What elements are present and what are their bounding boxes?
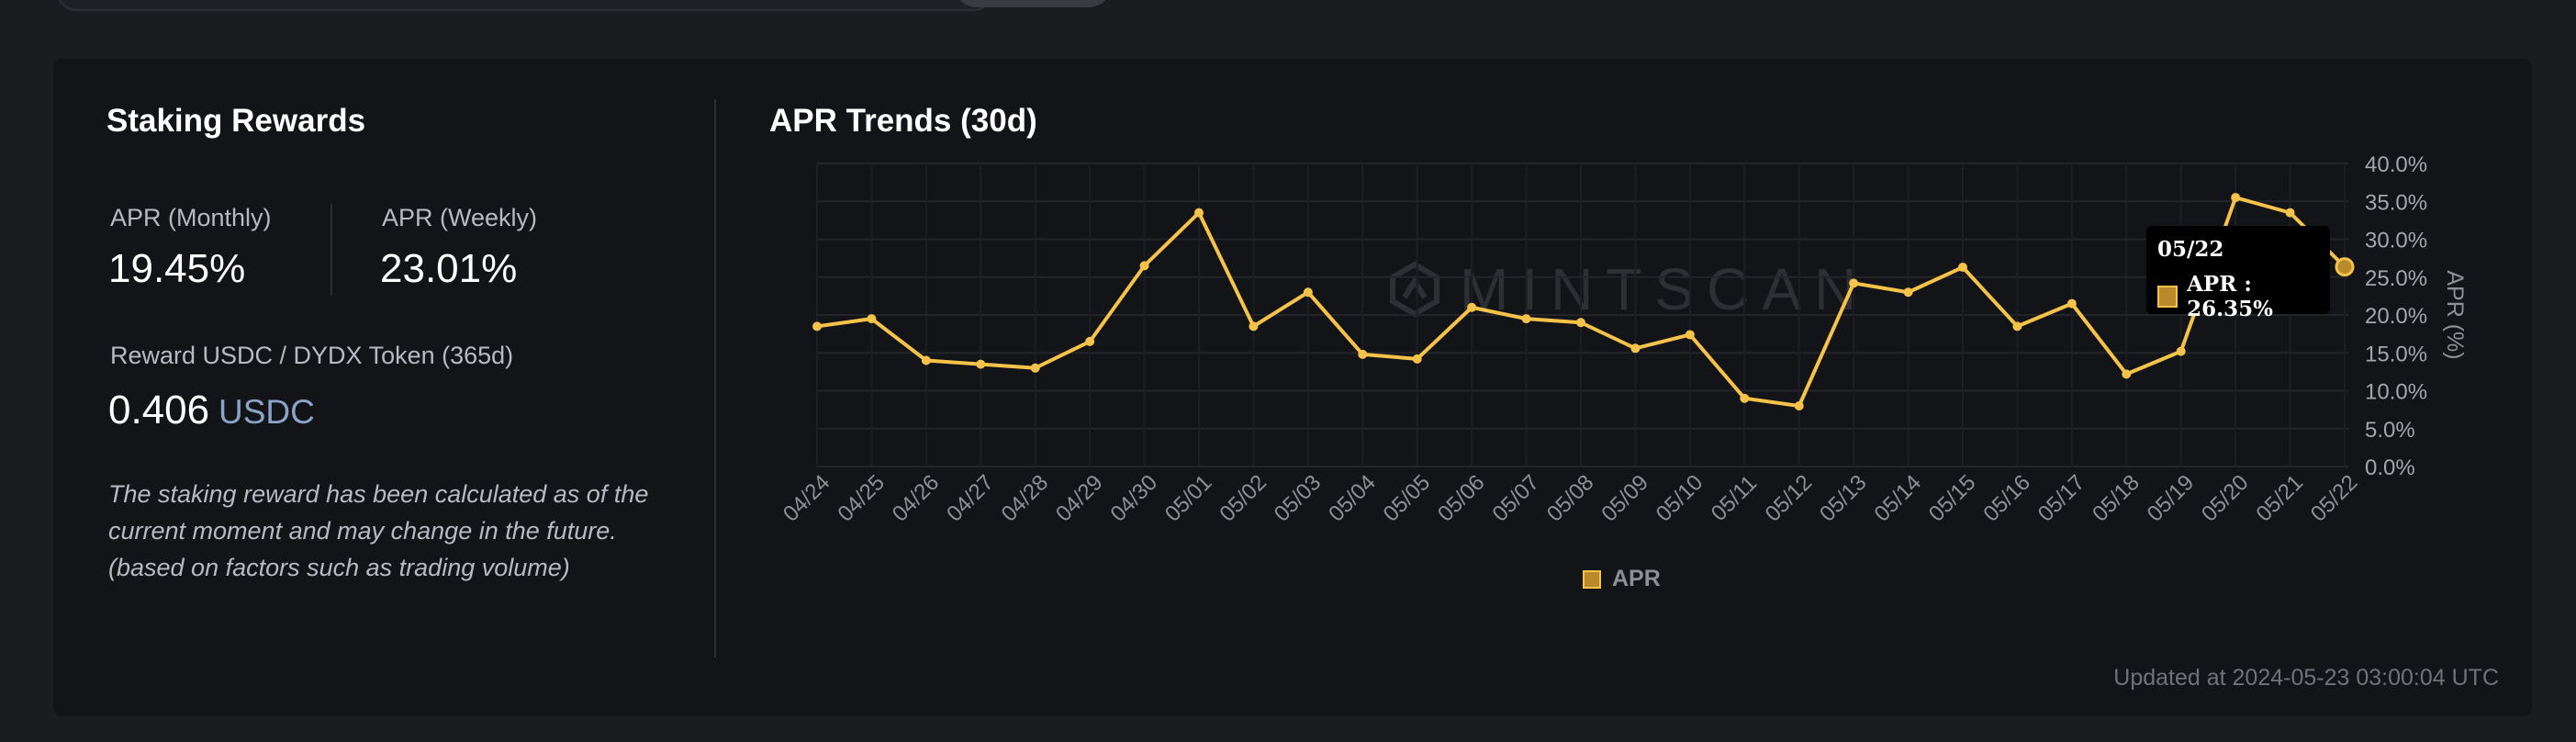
y-tick-label: 25.0% [2365, 266, 2427, 291]
apr-monthly-value: 19.45% [108, 246, 246, 291]
y-axis-label: APR (%) [2442, 270, 2468, 359]
staking-rewards-card [53, 59, 2532, 716]
y-tick-label: 0.0% [2365, 455, 2415, 480]
top-search-area [0, 0, 2576, 18]
chart-title: APR Trends (30d) [769, 103, 1037, 139]
x-tick-label: 05/21 [2251, 470, 2308, 527]
search-button[interactable] [955, 0, 1111, 7]
x-tick-label: 05/09 [1596, 470, 1653, 527]
x-tick-label: 05/11 [1707, 471, 1762, 526]
apr-point [1249, 321, 1259, 332]
x-tick-label: 05/06 [1433, 470, 1490, 527]
stat-divider [330, 204, 332, 296]
x-tick-label: 05/04 [1324, 470, 1381, 527]
apr-point [1903, 287, 1913, 298]
reward-label: Reward USDC / DYDX Token (365d) [110, 342, 514, 369]
x-tick-label: 04/28 [997, 470, 1054, 527]
staking-note: The staking reward has been calculated a… [108, 480, 649, 581]
x-tick-label: 05/12 [1761, 470, 1818, 527]
x-tick-label: 05/14 [1869, 470, 1926, 527]
x-tick-label: 05/01 [1160, 470, 1217, 527]
y-tick-label: 20.0% [2365, 304, 2427, 329]
apr-point [1630, 343, 1641, 354]
apr-point [1085, 336, 1095, 346]
apr-point [2066, 298, 2077, 309]
reward-unit: USDC [218, 393, 315, 431]
apr-monthly-label: APR (Monthly) [110, 204, 272, 231]
x-tick-label: 05/08 [1542, 470, 1599, 527]
apr-point [1358, 349, 1368, 359]
updated-timestamp: Updated at 2024-05-23 03:00:04 UTC [2113, 665, 2499, 691]
tooltip-date: 05/22 [2157, 237, 2224, 262]
x-tick-label: 04/29 [1051, 470, 1108, 527]
section-divider [714, 99, 716, 658]
y-tick-label: 35.0% [2365, 190, 2427, 215]
apr-point [2176, 346, 2186, 356]
x-tick-label: 04/25 [833, 470, 890, 527]
chart-legend[interactable]: APR [1583, 566, 1661, 592]
legend-swatch [1583, 569, 1601, 589]
apr-point [1849, 278, 1859, 288]
tooltip-swatch [2157, 286, 2178, 308]
x-tick-label: 05/05 [1379, 470, 1436, 527]
reward-value: 0.406 [108, 388, 210, 433]
apr-point [1685, 330, 1695, 340]
apr-point [1958, 263, 1967, 273]
x-tick-label: 05/22 [2306, 470, 2363, 527]
apr-point [1303, 287, 1313, 298]
y-tick-label: 5.0% [2365, 418, 2415, 443]
x-tick-label: 05/20 [2197, 470, 2254, 527]
apr-point [1194, 208, 1204, 218]
apr-point [1576, 318, 1585, 328]
apr-point-highlighted [2335, 257, 2355, 277]
tooltip-text: APR : 26.35% [2187, 272, 2273, 321]
x-tick-label: 05/02 [1215, 470, 1271, 527]
apr-point [1521, 314, 1531, 324]
x-tick-label: 04/24 [778, 470, 835, 527]
x-tick-label: 05/10 [1652, 470, 1708, 527]
x-tick-label: 05/03 [1270, 470, 1327, 527]
x-tick-label: 05/17 [2033, 470, 2090, 527]
apr-point [812, 321, 822, 332]
x-tick-label: 05/15 [1924, 470, 1981, 527]
tooltip-row: APR : 26.35% [2157, 272, 2330, 321]
y-tick-label: 15.0% [2365, 342, 2427, 366]
x-tick-label: 04/26 [888, 470, 945, 527]
apr-weekly-label: APR (Weekly) [382, 204, 538, 231]
x-tick-label: 05/07 [1487, 470, 1544, 527]
apr-point [2231, 193, 2241, 203]
apr-point [1412, 354, 1422, 364]
apr-point [921, 355, 931, 365]
y-tick-label: 40.0% [2365, 152, 2427, 177]
apr-weekly-value: 23.01% [380, 246, 518, 291]
apr-point [976, 359, 986, 369]
apr-point [2012, 321, 2022, 332]
apr-point [1139, 261, 1149, 271]
y-tick-label: 30.0% [2365, 229, 2427, 253]
x-tick-label: 05/13 [1815, 470, 1872, 527]
staking-rewards-title: Staking Rewards [106, 103, 366, 139]
apr-point [1467, 302, 1477, 312]
legend-label: APR [1612, 566, 1661, 591]
apr-point [867, 314, 877, 324]
x-tick-label: 05/16 [1978, 470, 2035, 527]
apr-point [1740, 393, 1750, 403]
x-tick-label: 04/30 [1105, 470, 1162, 527]
apr-point [2285, 208, 2295, 218]
chart-tooltip: 05/22 APR : 26.35% [2146, 226, 2330, 321]
apr-point [1030, 363, 1040, 373]
apr-point [2122, 369, 2132, 379]
x-tick-label: 05/19 [2143, 470, 2200, 527]
y-tick-label: 10.0% [2365, 380, 2427, 405]
x-tick-label: 05/18 [2088, 470, 2145, 527]
apr-point [1794, 401, 1804, 410]
x-tick-label: 04/27 [942, 470, 999, 527]
